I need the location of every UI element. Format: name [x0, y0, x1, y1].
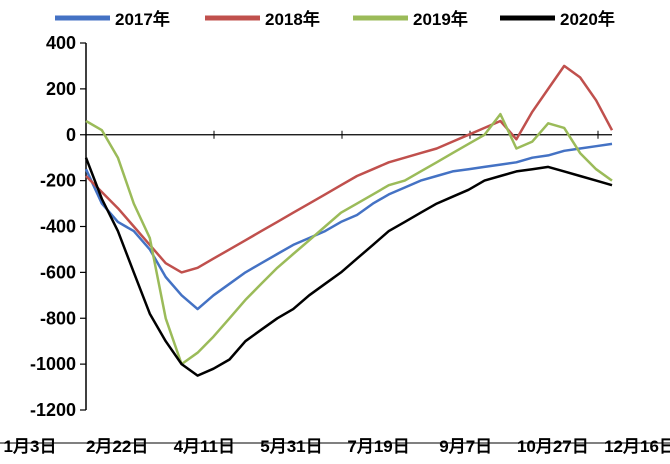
x-tick-label: 4月11日: [174, 437, 235, 456]
series-line-4: [84, 157, 613, 377]
legend-label-4: 2020年: [560, 9, 615, 29]
y-tick-label: -800: [40, 308, 76, 328]
y-tick-label: -1200: [30, 400, 76, 420]
x-tick-label: 9月7日: [439, 437, 492, 456]
x-tick-label: 5月31日: [260, 437, 322, 456]
y-tick-label: 200: [46, 79, 76, 99]
x-tick-label: 12月16日: [604, 437, 670, 456]
legend-label-3: 2019年: [413, 9, 468, 29]
legend-label-2: 2018年: [265, 9, 320, 29]
y-tick-label: -600: [40, 262, 76, 282]
legend-label-1: 2017年: [115, 9, 170, 29]
series-layer: [84, 64, 614, 377]
series-line-3: [85, 112, 613, 366]
y-tick-label: -1000: [30, 354, 76, 374]
x-tick-label: 1月3日: [4, 437, 57, 456]
x-tick-label: 7月19日: [347, 437, 409, 456]
y-tick-label: -400: [40, 217, 76, 237]
x-tick-label: 2月22日: [86, 437, 148, 456]
legend: 2017年 2018年 2019年 2020年: [55, 9, 615, 29]
y-tick-label: -200: [40, 171, 76, 191]
series-line-2: [85, 64, 614, 274]
y-tick-label: 400: [46, 33, 76, 53]
y-axis: 400 200 0 -200 -400 -600 -800 -1000 -1200: [30, 33, 612, 420]
y-tick-label: 0: [66, 125, 76, 145]
series-line-1: [84, 142, 613, 311]
x-axis: 1月3日 2月22日 4月11日 5月31日 7月19日 9月7日 10月27日 12月16日: [0, 130, 670, 456]
x-tick-label: 10月27日: [517, 437, 589, 456]
